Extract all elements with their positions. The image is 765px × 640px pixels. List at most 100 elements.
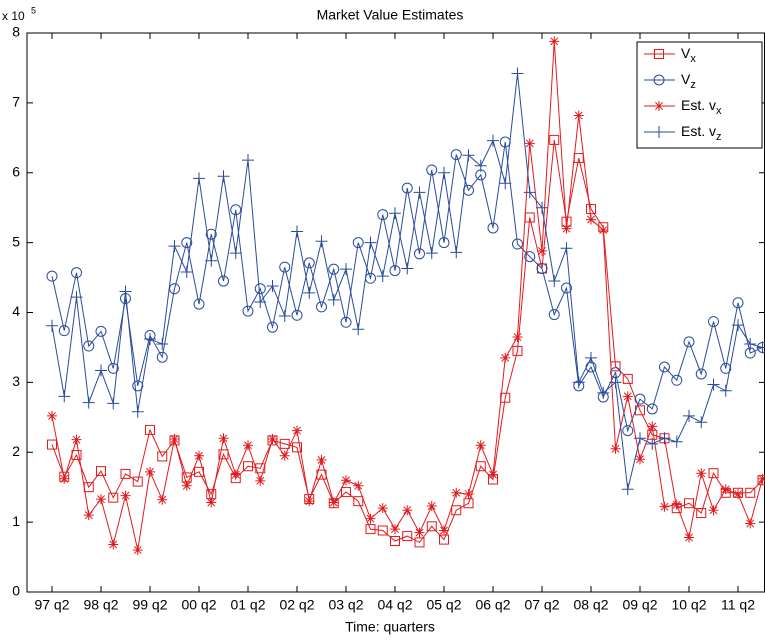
circle-marker <box>732 297 744 309</box>
plus-marker <box>499 177 512 190</box>
plus-marker <box>229 247 242 260</box>
plus-marker <box>536 201 548 214</box>
square-marker <box>654 49 664 59</box>
star-marker <box>451 487 462 498</box>
star-marker <box>157 494 168 505</box>
star-marker <box>708 505 719 516</box>
plus-marker <box>634 432 646 445</box>
star-marker <box>488 469 498 480</box>
square-marker <box>132 476 143 487</box>
circle-marker <box>695 368 707 380</box>
square-marker <box>243 461 253 472</box>
star-marker <box>181 480 192 491</box>
star-marker <box>71 434 82 445</box>
x-tick-label: 01 q2 <box>230 597 265 613</box>
star-marker <box>414 527 425 538</box>
circle-marker <box>720 362 732 374</box>
star-marker <box>47 410 57 421</box>
x-tick-label: 98 q2 <box>83 597 118 613</box>
plus-marker <box>376 270 389 283</box>
star-marker <box>267 433 278 444</box>
star-marker <box>255 475 266 486</box>
circle-marker <box>340 316 352 328</box>
x-tick-label: 05 q2 <box>426 597 461 613</box>
plus-marker <box>58 390 71 403</box>
star-marker <box>524 138 535 149</box>
star-marker <box>684 532 694 543</box>
x-tick-label: 08 q2 <box>573 597 608 613</box>
plus-marker <box>46 319 58 332</box>
x-tick-label: 00 q2 <box>181 597 216 613</box>
star-marker <box>279 450 290 461</box>
circle-marker <box>524 251 536 263</box>
star-marker <box>316 454 327 465</box>
circle-marker <box>107 362 119 374</box>
plus-marker <box>180 265 193 278</box>
star-marker <box>59 473 70 484</box>
plot-area <box>46 36 765 556</box>
series-line <box>51 139 763 544</box>
square-marker <box>390 535 400 546</box>
star-marker <box>671 499 682 510</box>
legend-box <box>636 41 763 149</box>
star-marker <box>720 484 731 495</box>
plus-marker <box>82 396 95 409</box>
star-marker <box>586 214 596 225</box>
star-marker <box>353 480 364 491</box>
star-marker <box>243 440 253 451</box>
plus-marker <box>144 333 156 346</box>
circle-marker <box>671 374 683 386</box>
circle-marker <box>46 270 58 282</box>
square-marker <box>108 492 119 503</box>
x-tick-label: 11 q2 <box>721 597 755 613</box>
circle-marker <box>377 209 389 221</box>
plus-marker <box>487 134 499 147</box>
square-marker <box>279 438 290 449</box>
plus-marker <box>352 323 365 336</box>
plus-marker <box>438 166 450 179</box>
square-marker <box>353 496 364 507</box>
star-marker <box>537 246 547 257</box>
plus-marker <box>646 437 659 450</box>
circle-marker <box>414 248 425 260</box>
x-tick-label: 97 q2 <box>34 597 69 613</box>
star-marker <box>132 545 143 556</box>
square-marker <box>549 134 560 145</box>
plus-marker <box>474 159 487 172</box>
legend-label: Est. vx <box>681 97 722 117</box>
star-marker <box>120 490 131 501</box>
star-marker <box>426 501 437 512</box>
plus-marker <box>95 364 107 377</box>
circle-marker <box>303 257 315 269</box>
plus-marker <box>70 291 83 304</box>
circle-marker <box>683 336 695 348</box>
star-marker <box>390 524 400 535</box>
circle-marker <box>316 301 327 313</box>
star-marker <box>647 421 658 432</box>
star-marker <box>757 473 765 484</box>
star-marker <box>696 468 707 479</box>
plus-marker <box>548 275 561 288</box>
plus-marker <box>389 207 401 220</box>
plus-marker <box>462 149 475 162</box>
circle-marker <box>646 403 658 415</box>
square-marker <box>622 373 633 384</box>
x-tick-label: 04 q2 <box>377 597 412 613</box>
square-marker <box>745 487 756 498</box>
square-marker <box>218 449 229 460</box>
circle-marker <box>653 74 665 86</box>
star-marker <box>654 101 664 111</box>
square-marker <box>120 468 131 479</box>
plus-marker <box>756 341 765 354</box>
circle-marker <box>132 380 144 392</box>
plus-marker <box>254 296 267 309</box>
circle-marker <box>328 263 340 275</box>
circle-marker <box>71 267 82 279</box>
star-marker <box>145 466 155 477</box>
star-marker <box>365 513 376 524</box>
plus-marker <box>683 409 695 422</box>
circle-marker <box>450 149 462 161</box>
plus-marker <box>719 384 732 397</box>
circle-marker <box>463 184 474 196</box>
